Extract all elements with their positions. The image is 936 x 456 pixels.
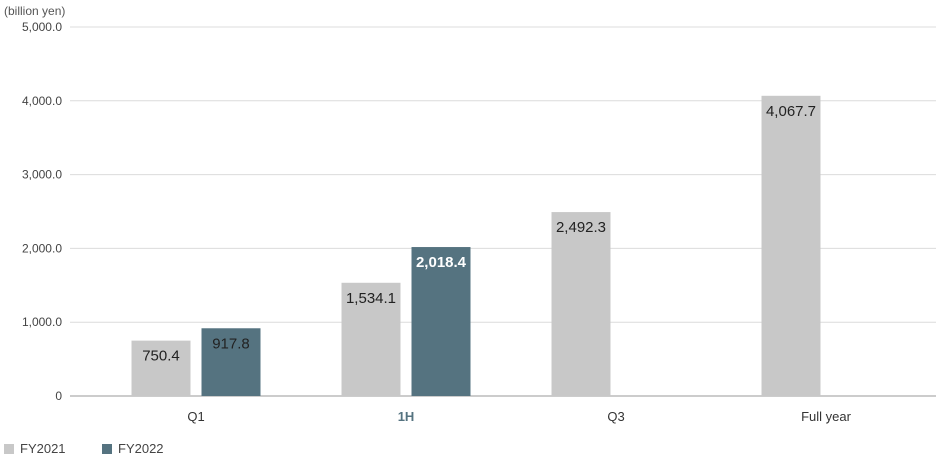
legend-label-fy2022: FY2022 [118, 441, 164, 456]
data-label: 750.4 [142, 348, 180, 365]
bar-fy2021-q3 [551, 212, 611, 396]
y-tick-label: 0 [55, 389, 62, 403]
y-axis-ticks: 0 1,000.0 2,000.0 3,000.0 4,000.0 5,000.0 [22, 20, 62, 403]
y-tick-label: 2,000.0 [22, 241, 62, 255]
bar-fy2022-1h [411, 247, 471, 396]
data-labels: 750.4 1,534.1 2,492.3 4,067.7 917.8 2,018.4 [142, 103, 816, 365]
legend-swatch-fy2022 [102, 443, 112, 454]
x-category-label: 1H [398, 409, 415, 424]
y-tick-label: 1,000.0 [22, 315, 62, 329]
y-tick-label: 3,000.0 [22, 168, 62, 182]
bar-fy2022-q1 [201, 328, 261, 396]
legend-label-fy2021: FY2021 [20, 441, 66, 456]
x-category-label: Q3 [607, 409, 624, 424]
y-tick-label: 4,000.0 [22, 94, 62, 108]
legend-item-fy2021: FY2021 [4, 441, 66, 456]
data-label: 1,534.1 [346, 290, 396, 307]
data-label: 2,492.3 [556, 219, 606, 236]
x-category-label: Q1 [187, 409, 204, 424]
y-axis-unit-label: (billion yen) [4, 4, 65, 18]
data-label: 4,067.7 [766, 103, 816, 120]
data-label: 2,018.4 [416, 254, 467, 271]
x-axis-categories: Q1 1H Q3 Full year [187, 409, 851, 424]
y-tick-label: 5,000.0 [22, 20, 62, 34]
bars [131, 95, 821, 396]
data-label: 917.8 [212, 335, 250, 352]
bar-fy2021-q1 [131, 340, 191, 396]
legend-swatch-fy2021 [4, 443, 14, 454]
x-category-label: Full year [801, 409, 852, 424]
bar-fy2021-1h [341, 282, 401, 396]
legend-item-fy2022: FY2022 [102, 441, 164, 456]
bar-fy2021-full-year [761, 95, 821, 396]
